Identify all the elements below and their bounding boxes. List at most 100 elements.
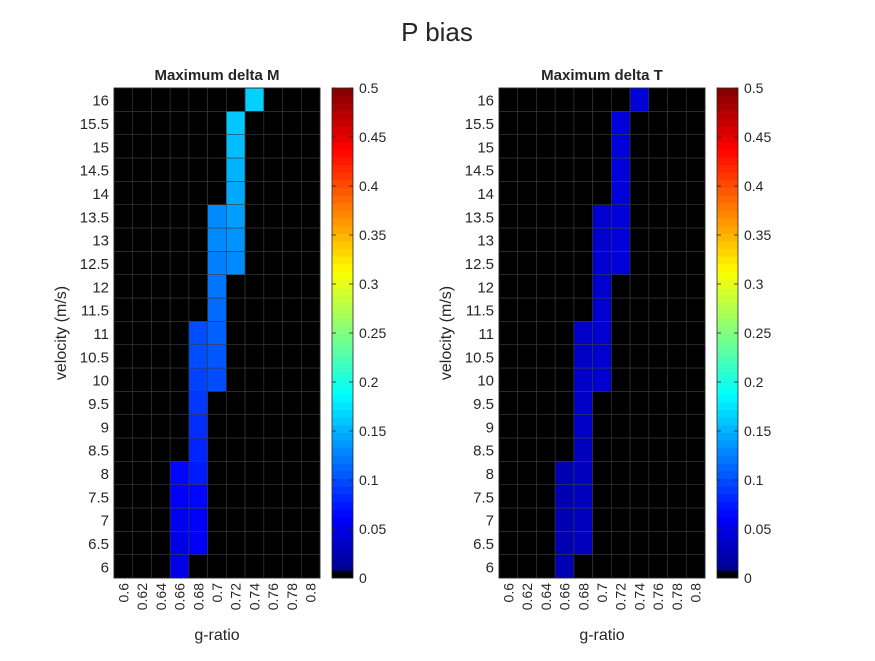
x-tick-label: 0.64 <box>153 583 169 610</box>
heatmap-cell <box>300 297 321 322</box>
heatmap-cell <box>554 134 575 159</box>
heatmap-cell <box>244 181 265 205</box>
heatmap-cell <box>113 274 134 299</box>
heatmap-cell <box>611 344 631 369</box>
colorbar-tick-label: 0.25 <box>744 325 771 341</box>
y-tick-label: 15 <box>92 139 109 156</box>
heatmap-cell <box>517 344 537 369</box>
heatmap-cell <box>592 554 612 579</box>
heatmap-cell <box>611 111 631 135</box>
heatmap-cell <box>611 87 631 112</box>
heatmap-cell <box>536 344 556 369</box>
heatmap-cell <box>244 484 265 509</box>
heatmap-cell <box>151 484 171 509</box>
colorbar-tick-label: 0.05 <box>744 521 771 537</box>
x-tick-label: 0.8 <box>303 583 319 603</box>
heatmap-cell <box>207 531 227 555</box>
heatmap-cell <box>207 321 227 345</box>
heatmap-cell <box>226 414 246 439</box>
heatmap-cell <box>592 134 612 159</box>
heatmap-cell <box>244 157 265 182</box>
colorbar-segment <box>717 463 738 472</box>
heatmap-cell <box>611 134 631 159</box>
heatmap-cell <box>207 507 227 532</box>
heatmap-cell <box>498 531 519 555</box>
heatmap-cell <box>244 87 265 112</box>
x-axis-label: g-ratio <box>194 627 239 644</box>
colorbar-segment <box>332 532 353 541</box>
heatmap-cell <box>226 134 246 159</box>
heatmap-cell <box>263 111 283 135</box>
colorbar-segment <box>717 409 738 418</box>
colorbar-segment <box>717 501 738 510</box>
colorbar-segment <box>717 264 738 273</box>
colorbar-segment <box>332 493 353 502</box>
heatmap-cell <box>188 227 208 252</box>
heatmap-cell <box>536 157 556 182</box>
colorbar-segment <box>332 378 353 387</box>
heatmap-cell <box>244 251 265 275</box>
y-tick-label: 13 <box>477 233 494 250</box>
heatmap-cell <box>282 344 302 369</box>
heatmap-cell <box>554 181 575 205</box>
heatmap-cell <box>188 507 208 532</box>
colorbar-segment <box>332 478 353 487</box>
heatmap-cell <box>498 274 519 299</box>
colorbar-segment <box>332 88 353 97</box>
heatmap-cell <box>113 344 134 369</box>
heatmap-cell <box>169 507 190 532</box>
colorbar-segment <box>717 394 738 403</box>
heatmap-cell <box>169 251 190 275</box>
heatmap-cell <box>592 251 612 275</box>
heatmap-cell <box>536 507 556 532</box>
heatmap-cell <box>498 367 519 392</box>
heatmap-cell <box>151 181 171 205</box>
heatmap-cell <box>300 204 321 229</box>
colorbar-segment <box>717 126 738 135</box>
heatmap-cell <box>498 87 519 112</box>
x-tick-label: 0.72 <box>228 583 244 610</box>
heatmap-cell <box>226 181 246 205</box>
colorbar-segment <box>717 547 738 556</box>
colorbar-segment <box>332 432 353 441</box>
colorbar-segment <box>332 547 353 556</box>
heatmap-cell <box>554 414 575 439</box>
heatmap-cell <box>573 554 593 579</box>
heatmap-cell <box>611 321 631 345</box>
colorbar-segment <box>332 463 353 472</box>
heatmap-cell <box>648 414 668 439</box>
heatmap-cell <box>226 227 246 252</box>
heatmap-cell <box>554 321 575 345</box>
heatmap-cell <box>169 181 190 205</box>
heatmap-cell <box>226 367 246 392</box>
heatmap-cell <box>151 87 171 112</box>
heatmap-cell <box>207 461 227 485</box>
x-tick-label: 0.74 <box>246 583 262 610</box>
heatmap-cell <box>244 344 265 369</box>
heatmap-cell <box>629 157 650 182</box>
heatmap-cell <box>498 554 519 579</box>
y-tick-label: 11 <box>478 326 494 343</box>
colorbar-segment <box>332 118 353 127</box>
heatmap-cell <box>648 297 668 322</box>
heatmap-cell <box>207 297 227 322</box>
colorbar-segment <box>717 187 738 196</box>
heatmap-cell <box>629 181 650 205</box>
heatmap-cell <box>244 507 265 532</box>
heatmap-cell <box>263 134 283 159</box>
heatmap-cell <box>517 321 537 345</box>
heatmap-cell <box>282 134 302 159</box>
heatmap-cell <box>536 111 556 135</box>
colorbar-segment <box>717 241 738 250</box>
heatmap-cell <box>132 437 152 462</box>
heatmap-cell <box>648 87 668 112</box>
heatmap-cell <box>113 204 134 229</box>
heatmap-cell <box>132 507 152 532</box>
colorbar-segment <box>717 470 738 479</box>
heatmap-cell <box>113 414 134 439</box>
heatmap-cell <box>573 87 593 112</box>
heatmap-cell <box>592 157 612 182</box>
colorbar-segment <box>717 455 738 464</box>
heatmap-cell <box>300 414 321 439</box>
